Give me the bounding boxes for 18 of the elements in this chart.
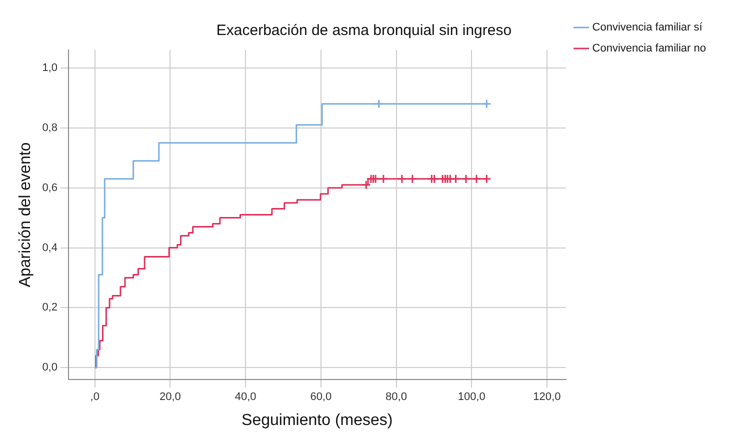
legend-label: Convivencia familiar no [592, 42, 706, 55]
x-tick-label: 80,0 [386, 391, 407, 404]
x-tick-label: 20,0 [160, 391, 181, 404]
x-tick-label: 60,0 [310, 391, 332, 404]
x-tick-label: 40,0 [234, 391, 256, 404]
y-tick-label: 0,2 [42, 302, 58, 314]
x-axis-title: Seguimiento (meses) [242, 412, 393, 429]
y-axis-title: Aparición del evento [17, 142, 34, 288]
x-tick-label: ,0 [90, 391, 100, 404]
y-tick-label: 1,0 [42, 62, 58, 74]
x-tick-label: 100,0 [458, 391, 486, 404]
legend-label: Convivencia familiar sí [592, 22, 704, 34]
y-tick-label: 0,0 [42, 362, 58, 374]
x-tick-label: 120,0 [533, 391, 561, 404]
chart-title: Exacerbación de asma bronquial sin ingreso [216, 22, 512, 40]
y-tick-label: 0,6 [42, 182, 58, 194]
y-tick-label: 0,8 [42, 122, 58, 134]
y-tick-label: 0,4 [42, 242, 58, 254]
